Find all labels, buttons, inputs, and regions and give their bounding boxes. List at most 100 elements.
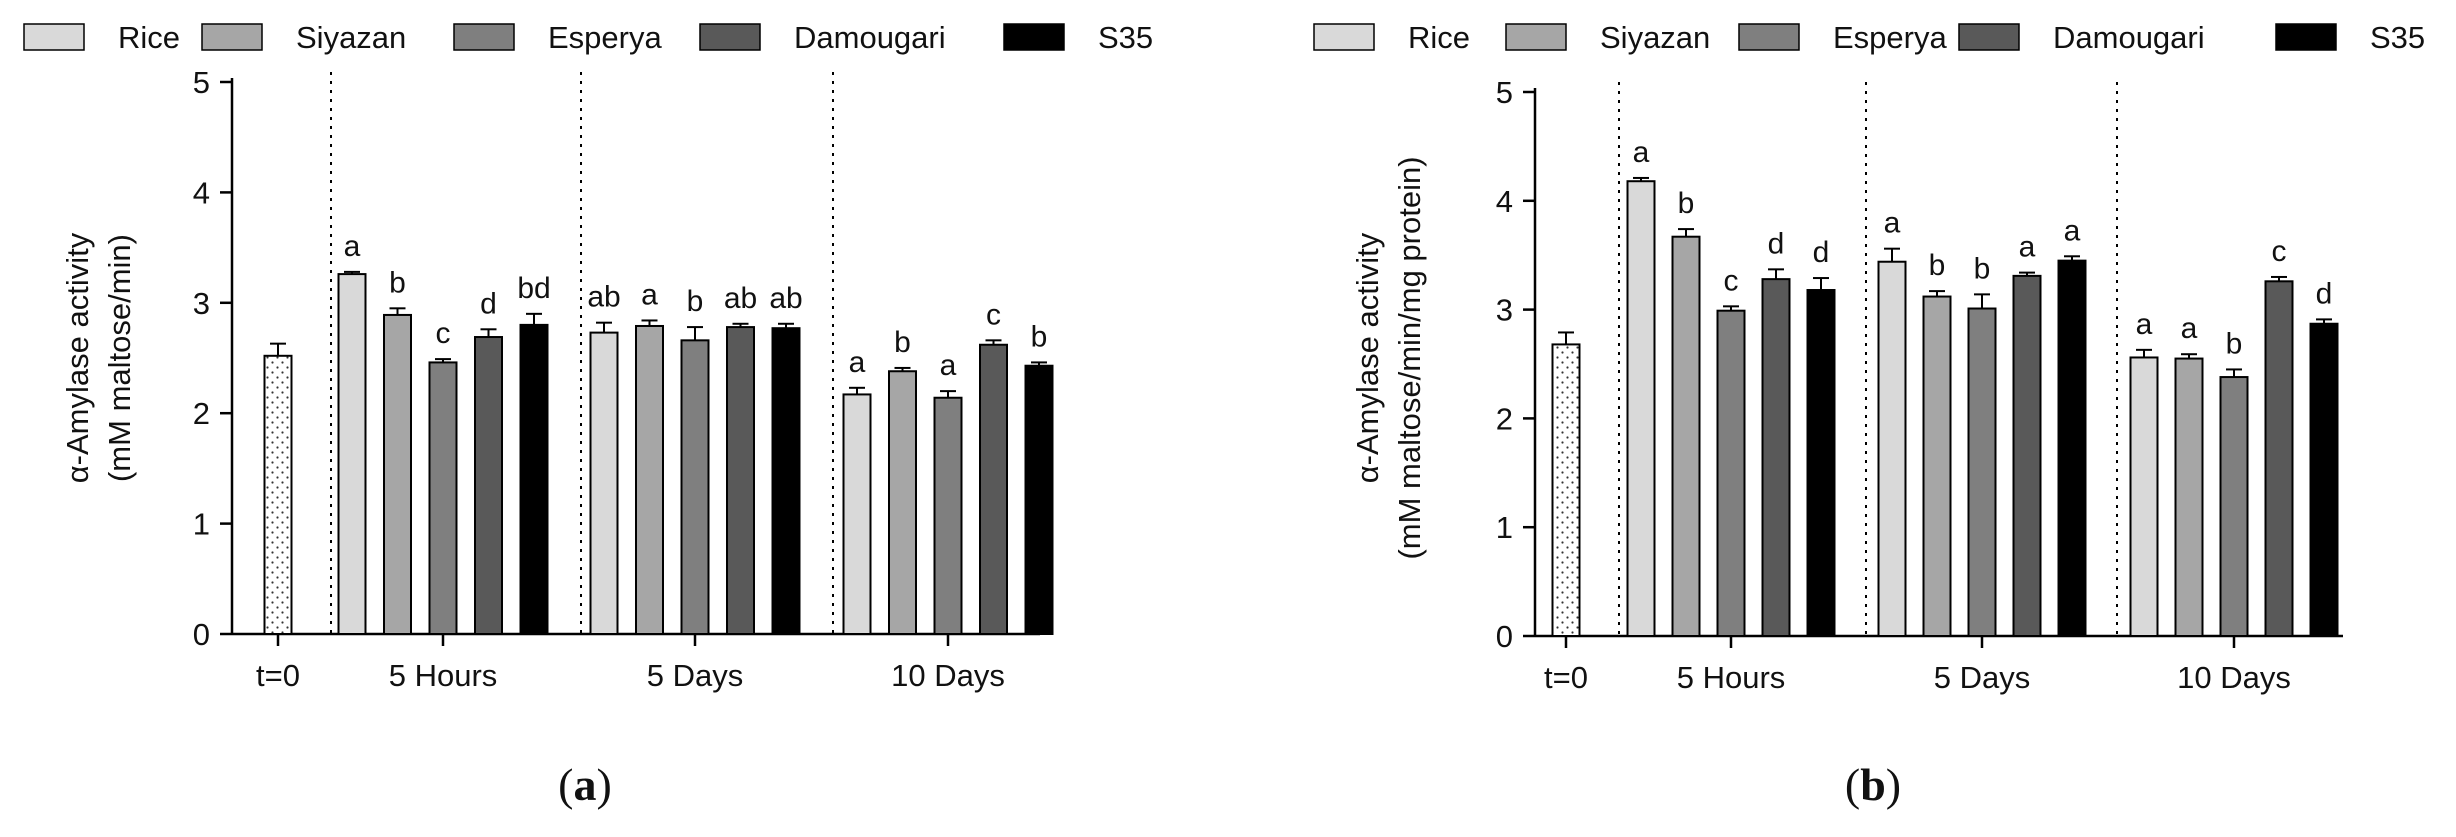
significance-letter: a [849,346,866,379]
bar-rice [842,393,872,635]
legend-label-siyazan: Siyazan [1600,20,1710,55]
bar-damougari [2264,280,2294,637]
y-tick-label: 5 [193,65,210,100]
chart-panel-a: Rice Siyazan Esperya Damougari S35 α-Amylase … [23,20,1153,810]
y-tick-label: 5 [1496,75,1513,110]
significance-letter: b [1929,249,1946,282]
legend-label-siyazan: Siyazan [296,20,406,55]
y-tick-label: 3 [1496,293,1513,328]
bar-rice [2129,356,2159,637]
significance-letter: b [389,266,406,299]
significance-letter: bd [517,272,550,305]
significance-letter: c [2272,235,2287,268]
significance-letter: ab [587,281,620,314]
x-tick-label: 5 Days [1934,660,2030,695]
significance-letter: d [1768,227,1785,260]
legend-swatch-damougari [1958,23,2020,51]
y-axis-label: α-Amylase activity [60,232,95,483]
bar-siyazan [635,324,664,635]
legend-label-s35: S35 [2370,20,2425,55]
y-tick-label: 2 [193,396,210,431]
bar-rice [1877,260,1907,637]
bar-esperya [1716,309,1746,637]
bar-damougari [2012,274,2042,637]
legend-swatch-esperya [453,23,515,51]
legend-swatch-esperya [1738,23,1800,51]
significance-letter: c [1724,264,1739,297]
x-tick-label: t=0 [1544,660,1588,695]
bar-baseline [263,354,293,635]
y-tick-label: 4 [193,175,210,210]
significance-letter: a [2181,312,2198,345]
bar-esperya [680,339,710,635]
significance-letter: a [2019,231,2036,264]
significance-letter: c [986,298,1001,331]
x-tick-label: t=0 [256,658,300,693]
significance-letter: a [344,230,361,263]
bar-damougari [474,336,503,635]
significance-letter: d [1813,236,1830,269]
panel-paren-open: ( [558,759,573,810]
bar-rice [1626,180,1656,637]
x-tick-label: 5 Days [647,658,743,693]
y-tick-label: 1 [193,507,210,542]
significance-letter: a [2136,308,2153,341]
legend-swatch-rice [1313,23,1375,51]
legend-label-damougari: Damougari [2053,20,2205,55]
bar-siyazan [1922,295,1952,637]
y-tick-label: 3 [193,286,210,321]
y-tick-label: 0 [193,617,210,652]
significance-letter: c [436,317,451,350]
legend-label-rice: Rice [118,20,180,55]
y-tick-label: 2 [1496,401,1513,436]
legend-swatch-s35 [2275,23,2337,51]
panel-letter: b [1860,759,1886,810]
bar-esperya [428,361,458,635]
legend-label-damougari: Damougari [794,20,946,55]
legend-label-esperya: Esperya [548,20,662,55]
bar-siyazan [888,370,917,635]
legend-swatch-damougari [699,23,761,51]
significance-letter: b [2226,327,2243,360]
bar-s35 [2309,322,2339,637]
panel-label: (a) [558,759,612,810]
legend-swatch-rice [23,23,85,51]
significance-letter: b [1678,187,1695,220]
y-axis-label: (mM maltose/min) [102,234,137,482]
bar-siyazan [383,313,412,635]
significance-letter: a [940,349,957,382]
legend-label-esperya: Esperya [1833,20,1947,55]
significance-letter: a [1884,207,1901,240]
bar-esperya [933,396,963,635]
legend: Rice Siyazan Esperya Damougari S35 [23,20,1153,55]
x-tick-label: 5 Hours [389,658,498,693]
bar-rice [589,331,619,635]
bar-siyazan [1671,235,1701,637]
bar-esperya [2219,376,2249,637]
x-tick-label: 10 Days [2177,660,2291,695]
significance-letter: d [480,287,497,320]
panel-letter: a [574,759,597,810]
significance-letter: d [2316,277,2333,310]
significance-letter: ab [724,282,757,315]
y-axis-label: (mM maltose/min/mg protein) [1392,156,1427,559]
legend-swatch-siyazan [201,23,263,51]
bar-s35 [2057,259,2087,637]
significance-letter: a [1633,136,1650,169]
bar-rice [337,273,367,635]
x-tick-label: 5 Hours [1677,660,1786,695]
significance-letter: b [894,326,911,359]
bar-damougari [979,343,1008,635]
legend-swatch-siyazan [1505,23,1567,51]
bar-damougari [726,326,755,635]
legend-label-s35: S35 [1098,20,1153,55]
legend: Rice Siyazan Esperya Damougari S35 [1313,20,2425,55]
y-tick-label: 1 [1496,510,1513,545]
panel-paren-close: ) [1886,759,1901,810]
bar-s35 [771,327,801,635]
bar-esperya [1967,307,1997,637]
significance-letter: a [641,278,658,311]
legend-label-rice: Rice [1408,20,1470,55]
bar-siyazan [2174,357,2204,637]
